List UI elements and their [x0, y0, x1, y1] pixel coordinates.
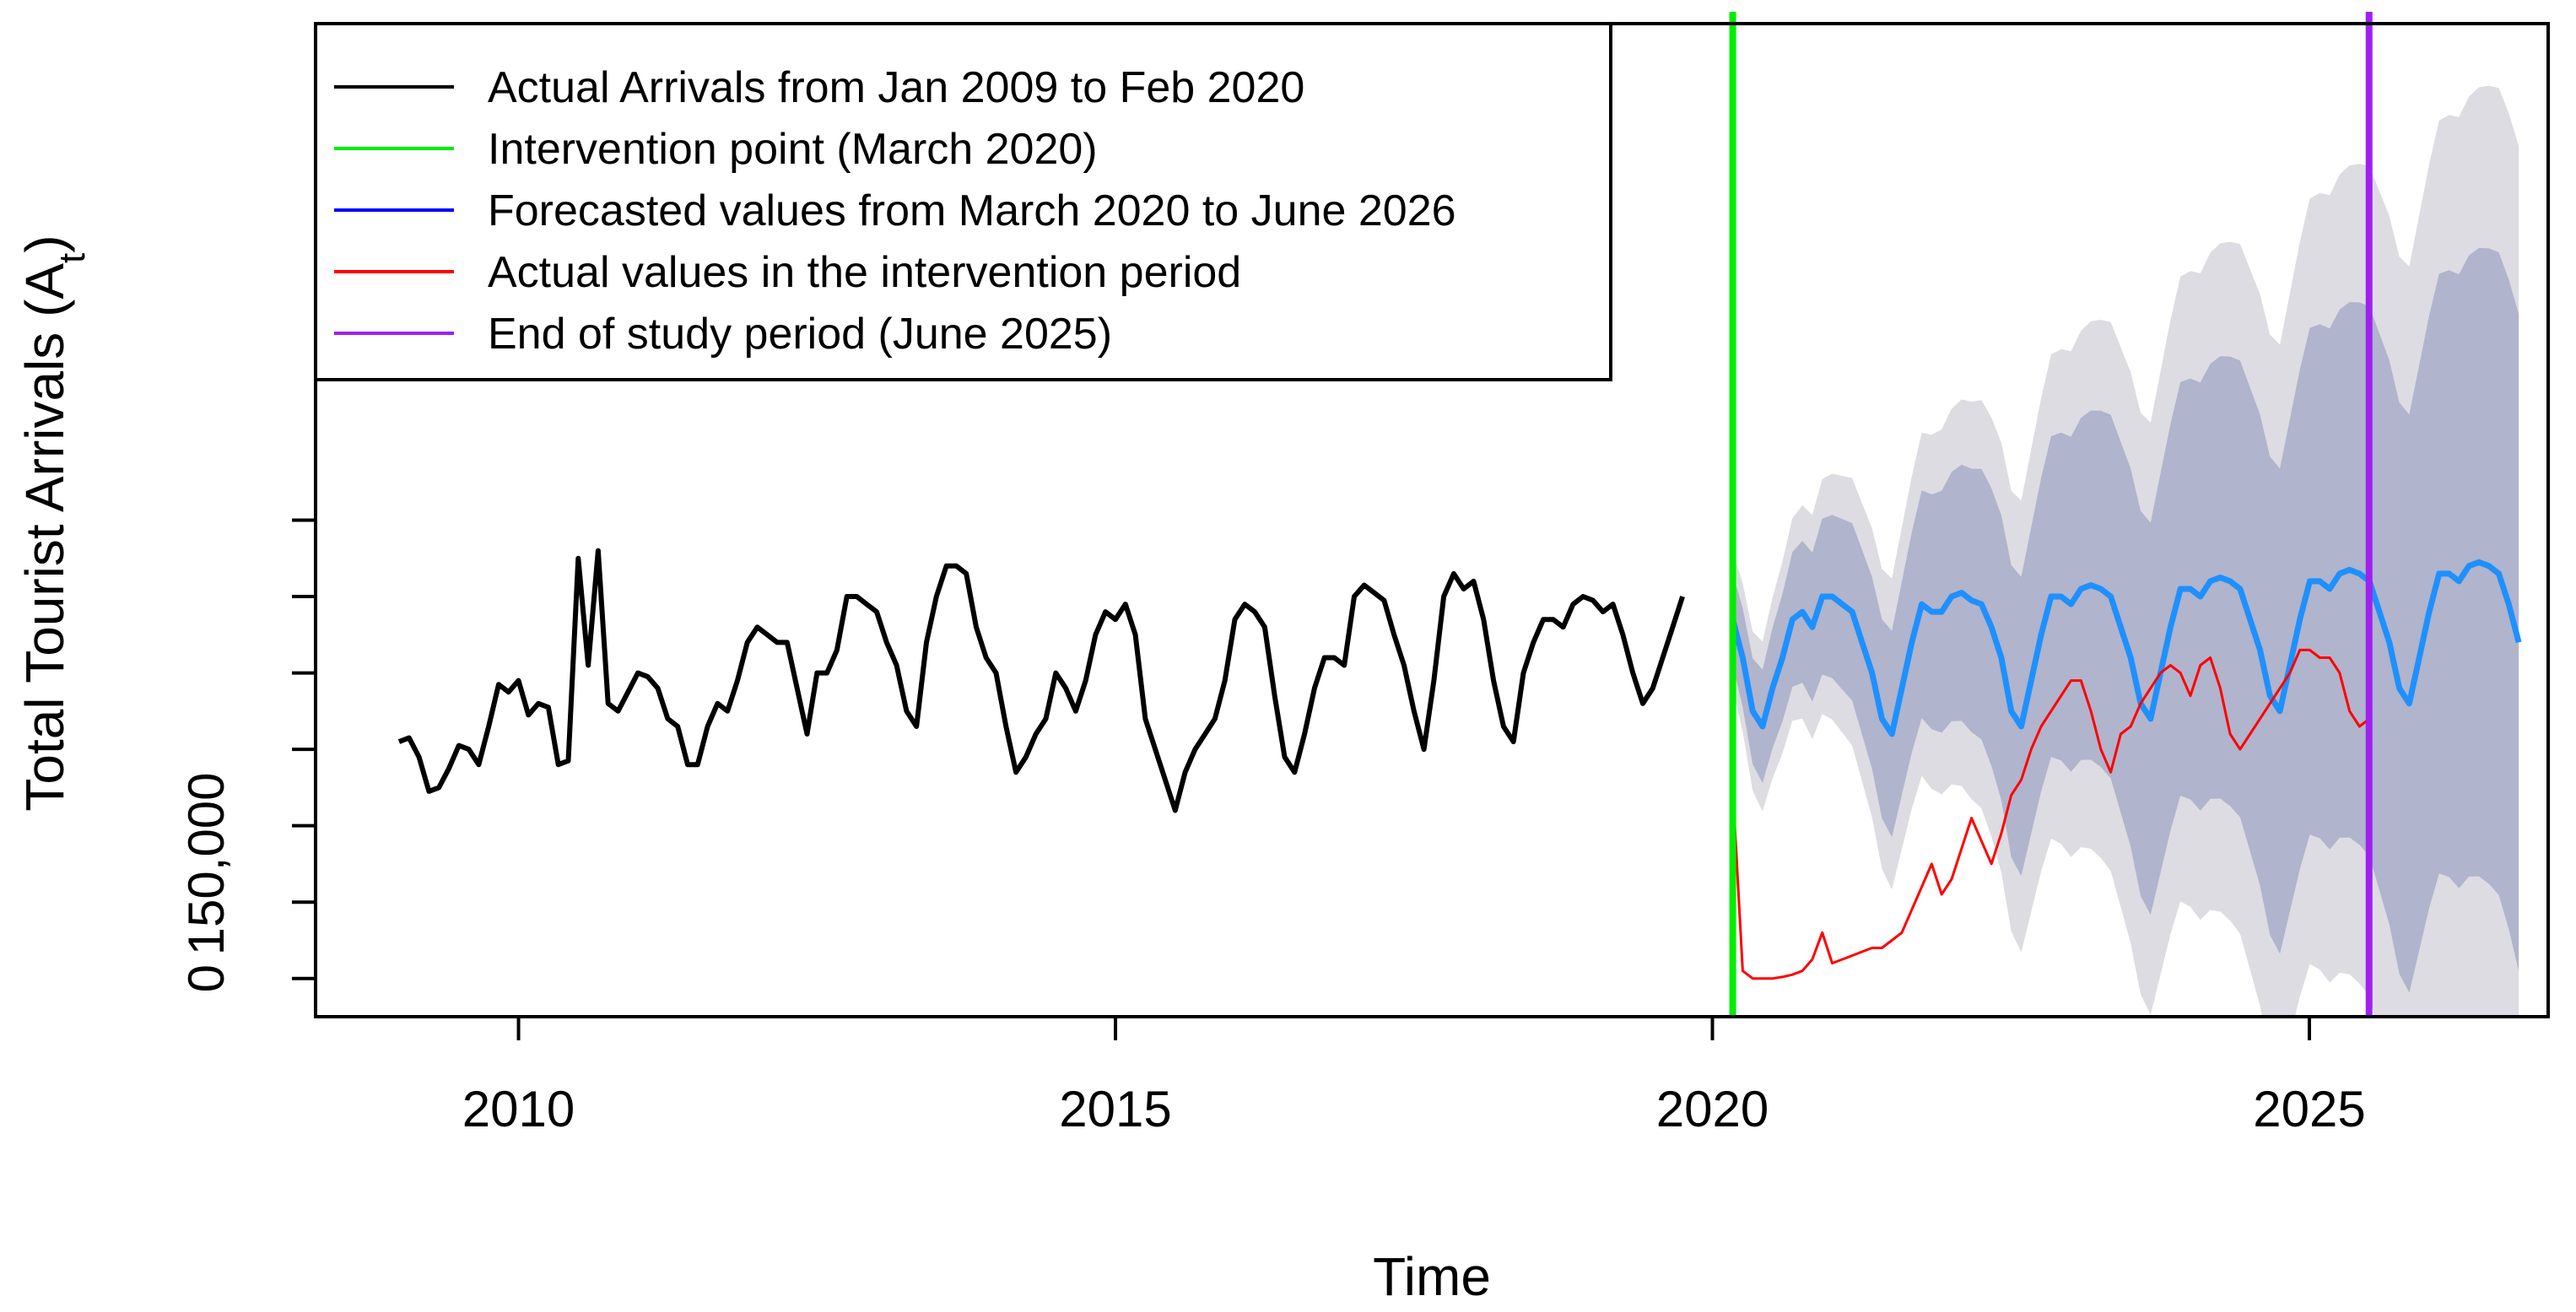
x-tick-label: 2015 — [1059, 1081, 1171, 1137]
legend: Actual Arrivals from Jan 2009 to Feb 202… — [314, 22, 1612, 381]
legend-label: Actual Arrivals from Jan 2009 to Feb 202… — [488, 63, 1304, 112]
y-axis-title: Total Tourist Arrivals (At) — [14, 235, 93, 811]
intervention-actual-line — [1731, 648, 2371, 980]
y-tick-label: 150,000 — [178, 772, 235, 955]
legend-label: Intervention point (March 2020) — [488, 125, 1098, 174]
legend-label: Actual values in the intervention period — [488, 248, 1241, 297]
y-axis: 0 150,000 — [178, 518, 316, 992]
x-tick-label: 2010 — [462, 1081, 575, 1137]
forecast-line — [1730, 559, 2522, 737]
y-tick-label: 0 — [178, 964, 235, 992]
y-axis-title-close: ) — [14, 235, 75, 252]
actual-arrivals-line — [397, 548, 1685, 813]
y-axis-title-subscript: t — [51, 253, 93, 263]
legend-label: Forecasted values from March 2020 to Jun… — [488, 186, 1456, 235]
inner-confidence-band — [1732, 247, 2519, 993]
vertical-reference-lines — [1729, 12, 2373, 1017]
series-lines — [397, 548, 2522, 980]
x-tick-label: 2025 — [2253, 1081, 2365, 1137]
x-axis: 2010 2015 2020 2025 — [462, 1017, 2366, 1137]
legend-label: End of study period (June 2025) — [488, 310, 1112, 359]
x-axis-title: Time — [1373, 1246, 1491, 1307]
x-tick-label: 2020 — [1656, 1081, 1769, 1137]
confidence-bands — [1732, 85, 2519, 1017]
legend-box — [314, 22, 1612, 381]
y-axis-title-main: Total Tourist Arrivals (A — [14, 263, 75, 812]
